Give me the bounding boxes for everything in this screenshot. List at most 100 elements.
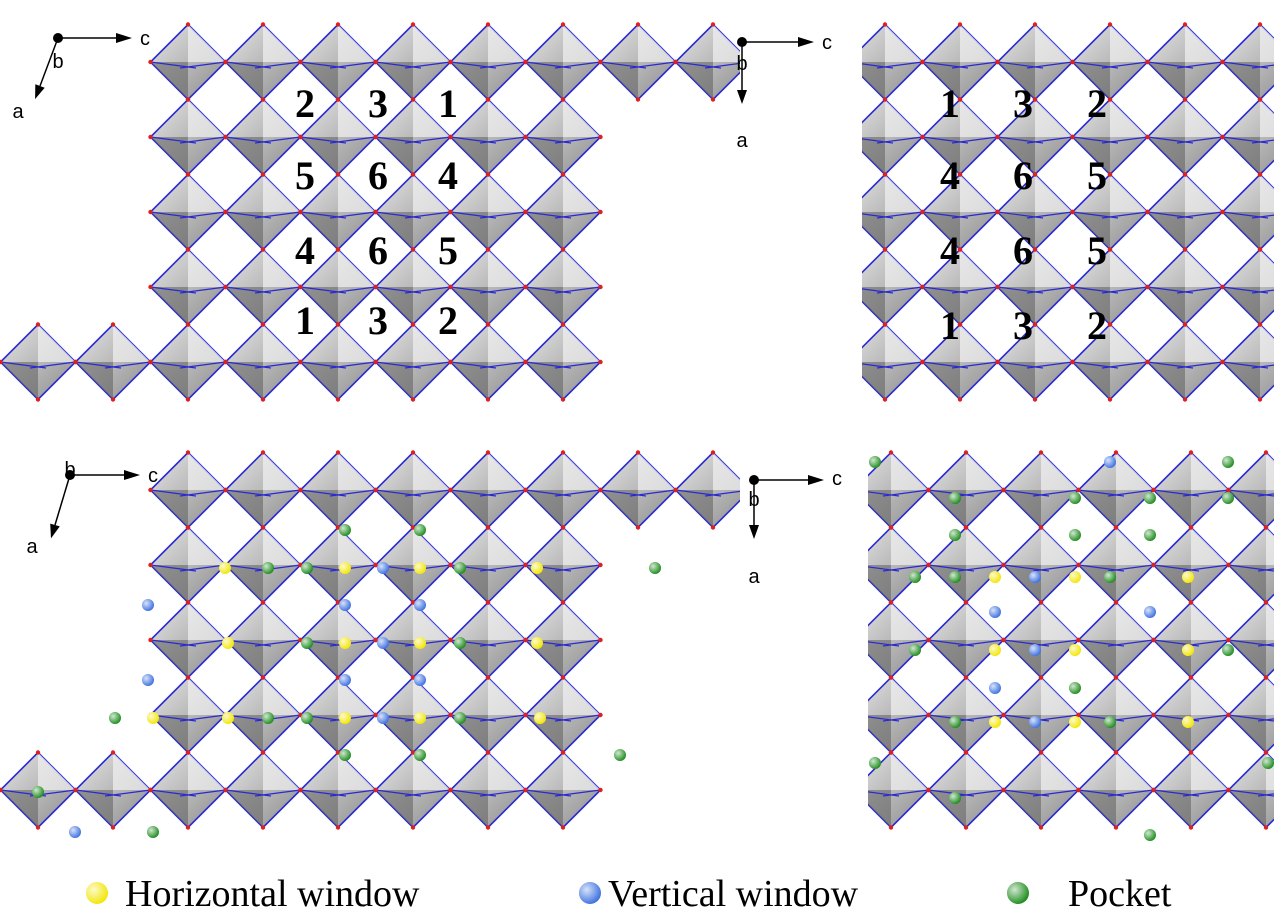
octahedron-face (188, 677, 226, 715)
oxygen (373, 787, 378, 793)
edge (479, 564, 526, 572)
oxygen (1107, 247, 1113, 252)
oxygen (1257, 97, 1263, 102)
site-shine (147, 712, 159, 724)
oxygen (560, 172, 566, 177)
oxygen (1032, 322, 1038, 327)
edge (957, 489, 1004, 497)
octahedron-face (922, 62, 960, 100)
oxygen (1188, 525, 1194, 530)
oxygen (845, 210, 849, 214)
octahedron-face (1191, 452, 1229, 490)
octahedron-face (1041, 752, 1079, 790)
edge (479, 489, 526, 497)
oxygen (1113, 750, 1119, 755)
arrow (808, 475, 824, 485)
site-shine (1104, 716, 1116, 728)
oxygen (1032, 397, 1038, 402)
oxygen (260, 825, 266, 830)
oxygen (523, 209, 528, 215)
oxygen (1070, 359, 1075, 365)
site-shine (1222, 456, 1234, 468)
edge (254, 136, 301, 144)
octahedron-face (1147, 62, 1185, 100)
octahedron-face (450, 62, 488, 100)
site-shine (1144, 492, 1156, 504)
octahedron-face (525, 62, 563, 100)
site-shine (414, 674, 426, 686)
oxygen (1038, 750, 1044, 755)
octahedron-face (1078, 790, 1116, 828)
octahedron-face (488, 99, 526, 137)
octahedron-face (1191, 527, 1229, 565)
oxygen (560, 675, 566, 680)
octahedron-face (1147, 287, 1185, 325)
site-shine (949, 529, 961, 541)
edge (1101, 136, 1148, 144)
edge (179, 61, 226, 69)
oxygen (560, 825, 566, 830)
edge (254, 489, 301, 497)
site-shine (949, 492, 961, 504)
octahedron-face (1035, 249, 1073, 287)
oxygen (1001, 562, 1006, 568)
oxygen (851, 563, 855, 567)
oxygen (185, 172, 191, 177)
oxygen (920, 284, 925, 290)
oxygen (920, 59, 925, 65)
oxygen (673, 59, 678, 65)
site-shine (142, 599, 154, 611)
site-shine (414, 599, 426, 611)
octahedron-face (225, 212, 263, 250)
octahedron-face (525, 490, 563, 528)
oxygen (1151, 712, 1156, 718)
oxygen (260, 22, 266, 27)
oxygen (598, 637, 603, 643)
octahedron-face (1153, 640, 1191, 678)
site-shine (339, 637, 351, 649)
octahedron-face (1116, 602, 1154, 640)
legend-marker-shine (1007, 882, 1029, 904)
oxygen (1113, 825, 1119, 830)
oxygen (35, 825, 41, 830)
octahedron-face (922, 362, 960, 400)
oxygen (1145, 359, 1150, 365)
oxygen (260, 600, 266, 605)
site-shine (147, 826, 159, 838)
octahedron-face (338, 677, 376, 715)
octahedron-face (225, 490, 263, 528)
site-shine (1222, 492, 1234, 504)
octahedron-face (960, 24, 998, 62)
site-shine (1144, 829, 1156, 841)
site-shine (377, 562, 389, 574)
octahedron-face (1110, 99, 1148, 137)
octahedron-face (1266, 677, 1274, 715)
octahedron-face (1072, 287, 1110, 325)
site-label: 5 (438, 228, 458, 273)
octahedron-face (1110, 249, 1148, 287)
oxygen (598, 562, 603, 568)
oxygen (1188, 675, 1194, 680)
oxygen (373, 59, 378, 65)
oxygen (1145, 59, 1150, 65)
oxygen (335, 97, 341, 102)
legend-label: Horizontal window (125, 873, 420, 915)
octahedron-face (375, 137, 413, 175)
site-shine (1104, 571, 1116, 583)
octahedron-face (1153, 490, 1191, 528)
oxygen (485, 22, 491, 27)
edge (1026, 136, 1073, 144)
oxygen (448, 487, 453, 493)
octahedron-face (1072, 212, 1110, 250)
octahedron-face (1222, 137, 1260, 175)
oxygen (410, 825, 416, 830)
octahedron-face (1228, 490, 1266, 528)
octahedron-face (1110, 24, 1148, 62)
edge (951, 361, 998, 369)
oxygen (0, 359, 3, 365)
edge (1026, 361, 1073, 369)
oxygen (410, 247, 416, 252)
octahedron-face (638, 24, 676, 62)
oxygen (1182, 322, 1188, 327)
